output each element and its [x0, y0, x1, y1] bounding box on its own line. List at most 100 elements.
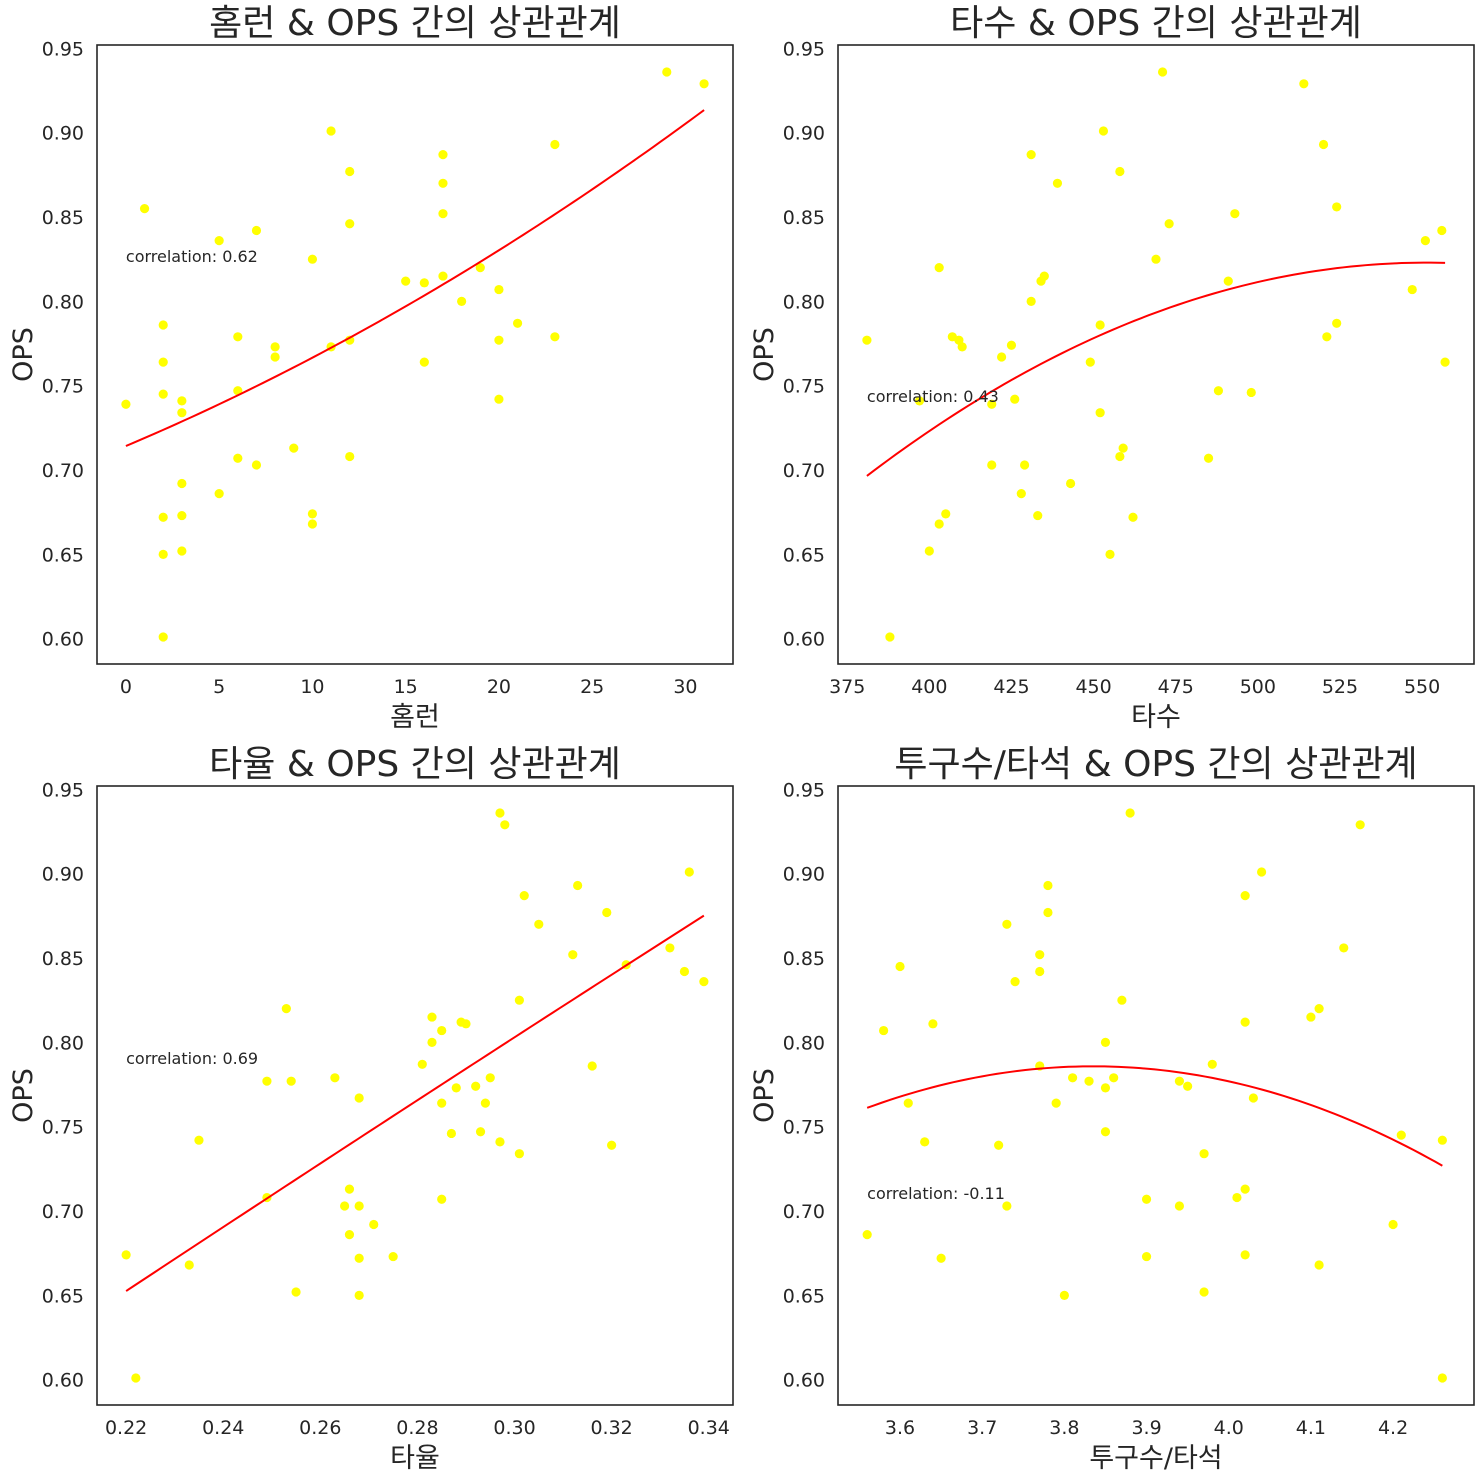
y-tick-label: 0.70 — [42, 1201, 84, 1223]
x-tick-label: 4.1 — [1296, 1417, 1326, 1439]
x-tick-label: 550 — [1404, 676, 1440, 698]
data-point — [1125, 808, 1135, 818]
data-point — [344, 1184, 355, 1194]
data-point — [1332, 202, 1342, 212]
x-tick-label: 475 — [1158, 676, 1194, 698]
data-point — [417, 1059, 427, 1069]
data-point — [177, 546, 187, 556]
data-point — [1396, 1130, 1406, 1140]
y-tick-label: 0.75 — [42, 376, 84, 398]
data-point — [1437, 225, 1447, 236]
x-tick-label: 0.24 — [202, 1417, 244, 1439]
data-point — [330, 1073, 340, 1083]
data-point — [1407, 284, 1417, 295]
data-point — [568, 950, 578, 960]
data-point — [1322, 332, 1332, 342]
data-point — [903, 1098, 913, 1108]
chart-title: 타율 & OPS 간의 상관관계 — [209, 744, 621, 785]
data-point — [437, 1194, 447, 1204]
data-point — [340, 1201, 350, 1211]
y-tick-label: 0.70 — [783, 460, 825, 482]
data-point — [495, 808, 505, 818]
data-point — [1240, 891, 1250, 901]
x-tick-label: 25 — [580, 676, 604, 698]
chart-title: 투구수/타석 & OPS 간의 상관관계 — [894, 744, 1417, 785]
data-point — [1240, 1250, 1250, 1260]
chart-title: 홈런 & OPS 간의 상관관계 — [209, 3, 621, 44]
y-tick-label: 0.70 — [42, 460, 84, 482]
plot-frame — [96, 785, 734, 1406]
data-point — [291, 1287, 301, 1297]
fit-curve — [866, 261, 1446, 477]
fit-curve — [125, 109, 705, 447]
data-point — [1085, 357, 1095, 367]
data-point — [354, 1290, 364, 1300]
data-point — [1207, 1059, 1217, 1069]
x-tick-label: 0.22 — [105, 1417, 147, 1439]
data-point — [1100, 1127, 1111, 1137]
data-point — [401, 276, 411, 286]
correlation-annotation: correlation: 0.62 — [126, 247, 258, 266]
data-point — [1002, 1201, 1012, 1211]
x-tick-label: 0.30 — [493, 1417, 535, 1439]
data-point — [862, 335, 872, 345]
data-point — [1246, 387, 1256, 398]
data-point — [1256, 867, 1267, 877]
y-tick-label: 0.60 — [42, 629, 84, 651]
data-point — [1199, 1149, 1209, 1159]
data-point — [1010, 394, 1020, 404]
data-point — [1199, 1287, 1209, 1297]
data-point — [158, 389, 168, 399]
data-point — [307, 509, 318, 519]
data-point — [1306, 1012, 1316, 1022]
y-axis-label: OPS — [8, 1068, 39, 1123]
data-point — [1109, 1073, 1119, 1083]
data-point — [936, 1253, 946, 1263]
chart-panel-2: 타수 & OPS 간의 상관관계 375 400 425 450 475 500 525 550… — [749, 3, 1475, 733]
x-tick-label: 3.8 — [1049, 1417, 1079, 1439]
data-point — [1043, 907, 1053, 918]
data-point — [121, 399, 131, 409]
data-point — [354, 1201, 364, 1211]
data-point — [471, 1081, 481, 1091]
data-point — [1248, 1093, 1258, 1103]
y-tick-label: 0.90 — [42, 864, 84, 886]
data-point — [996, 352, 1007, 362]
data-point — [177, 396, 187, 406]
data-point — [914, 396, 925, 406]
data-point — [924, 546, 934, 556]
data-point — [1232, 1192, 1242, 1203]
data-point — [512, 318, 523, 328]
y-tick-label: 0.85 — [42, 948, 84, 970]
y-tick-label: 0.75 — [783, 376, 825, 398]
y-tick-label: 0.80 — [42, 291, 84, 313]
y-axis-label: OPS — [8, 327, 39, 382]
data-point — [1010, 977, 1020, 987]
y-tick-label: 0.95 — [42, 779, 84, 801]
data-point — [662, 67, 672, 77]
data-point — [500, 820, 510, 830]
y-tick-label: 0.60 — [42, 1370, 84, 1392]
data-point — [699, 79, 709, 89]
data-point — [941, 509, 951, 519]
y-axis-label: OPS — [749, 1068, 780, 1123]
data-point — [289, 443, 299, 453]
x-tick-label: 0.34 — [688, 1417, 730, 1439]
data-point — [534, 919, 544, 929]
data-point — [307, 519, 318, 529]
data-point — [286, 1076, 296, 1086]
data-point — [1033, 510, 1043, 521]
data-point — [1115, 451, 1125, 462]
data-point — [862, 1230, 872, 1240]
data-point — [1019, 460, 1030, 470]
data-point — [1016, 489, 1026, 499]
y-tick-label: 0.90 — [42, 123, 84, 145]
data-point — [369, 1219, 379, 1230]
data-point — [233, 332, 243, 342]
x-axis-label: 홈런 — [390, 702, 440, 733]
data-point — [879, 1025, 889, 1036]
data-point — [345, 451, 355, 462]
data-point — [514, 995, 524, 1005]
data-point — [1067, 1073, 1078, 1083]
data-point — [1026, 296, 1036, 306]
